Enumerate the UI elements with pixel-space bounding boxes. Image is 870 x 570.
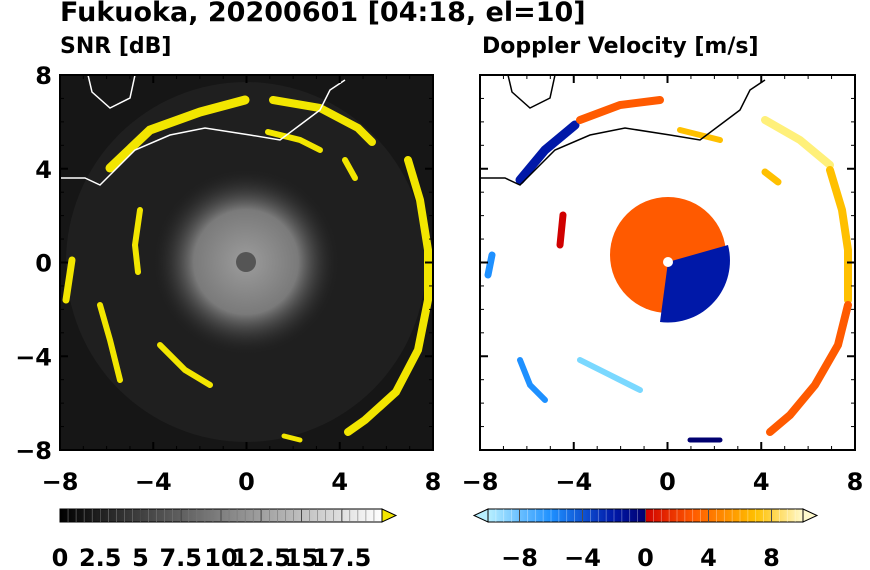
snr-y-axis: 8 4 0 −4 −8 (15, 62, 433, 465)
snr-band-west (131, 207, 143, 275)
velocity-x-tick-label: 8 (847, 468, 864, 496)
velocity-x-tick-label: 4 (753, 468, 770, 496)
snr-y-tick-label: −4 (15, 343, 52, 371)
snr-x-tick-label: 8 (425, 468, 442, 496)
snr-band-south (157, 342, 213, 388)
snr-band-north (105, 95, 250, 173)
snr-plot-area (60, 75, 433, 450)
velocity-center-blank (663, 257, 673, 267)
velocity-coastline (480, 75, 766, 186)
snr-colorbar-label: 17.5 (312, 544, 371, 570)
snr-y-tick-label: −8 (15, 437, 52, 465)
snr-coastline (60, 75, 346, 186)
snr-band-small (342, 157, 358, 181)
snr-echo-bands (62, 95, 432, 443)
velocity-colorbar-label: 8 (763, 544, 780, 570)
velocity-band-north (576, 96, 664, 124)
velocity-colorbar: −8 −4 0 4 8 (472, 508, 819, 570)
snr-colorbar-label: 15 (285, 544, 318, 570)
snr-colorbar-label: 0 (52, 544, 69, 570)
velocity-colorbar-label: 4 (700, 544, 717, 570)
velocity-x-tick-label: 0 (659, 468, 676, 496)
snr-colorbar-extend-max (381, 508, 398, 523)
velocity-band-west (556, 211, 567, 249)
velocity-band-northwest (515, 120, 580, 185)
snr-band-southwest (97, 302, 123, 383)
velocity-band-inner-north (677, 127, 723, 143)
snr-x-tick-label: −8 (42, 468, 79, 496)
velocity-echo-approaching (660, 245, 730, 323)
snr-colorbar-label: 7.5 (159, 544, 202, 570)
velocity-colorbar-extend-min (472, 508, 489, 523)
snr-band-east (344, 156, 432, 436)
velocity-band-far-west (484, 251, 496, 279)
velocity-colorbar-label: −8 (501, 544, 538, 570)
snr-colorbar-label: 2.5 (79, 544, 122, 570)
snr-band-far-west (62, 256, 76, 304)
velocity-band-south (577, 357, 643, 393)
velocity-band-small (761, 168, 782, 186)
velocity-band-southwest (517, 357, 548, 403)
velocity-band-northeast (761, 116, 834, 169)
snr-y-tick-label: 4 (35, 156, 52, 184)
snr-band-northeast (269, 96, 376, 146)
velocity-colorbar-extend-max (802, 508, 819, 523)
snr-panel-title: SNR [dB] (60, 34, 172, 59)
snr-colorbar-label: 10 (204, 544, 237, 570)
snr-y-tick-label: 8 (35, 62, 52, 90)
snr-x-axis: −8 −4 0 4 8 (42, 75, 442, 496)
velocity-echo-bands (484, 96, 852, 443)
velocity-plot-area (480, 75, 855, 450)
snr-band-inner-north (265, 129, 323, 153)
velocity-panel-title: Doppler Velocity [m/s] (482, 34, 759, 59)
snr-colorbar-label: 12.5 (232, 544, 291, 570)
snr-x-tick-label: 0 (238, 468, 255, 496)
snr-band-bottom (281, 433, 303, 443)
snr-x-tick-label: 4 (331, 468, 348, 496)
velocity-x-axis: −8 −4 0 4 8 (462, 75, 864, 496)
velocity-x-tick-label: −4 (555, 468, 592, 496)
snr-colorbar-label: 5 (132, 544, 149, 570)
snr-center-blank (236, 252, 256, 272)
velocity-colorbar-label: −4 (564, 544, 601, 570)
velocity-band-east (826, 166, 852, 304)
velocity-colorbar-labels: −8 −4 0 4 8 (495, 509, 796, 570)
velocity-band-southeast (766, 301, 852, 436)
snr-x-tick-label: −4 (135, 468, 172, 496)
snr-y-tick-label: 0 (35, 250, 52, 278)
velocity-y-axis (480, 74, 855, 451)
figure-title: Fukuoka, 20200601 [04:18, el=10] (60, 0, 586, 28)
velocity-x-tick-label: −8 (462, 468, 499, 496)
velocity-colorbar-label: 0 (637, 544, 654, 570)
